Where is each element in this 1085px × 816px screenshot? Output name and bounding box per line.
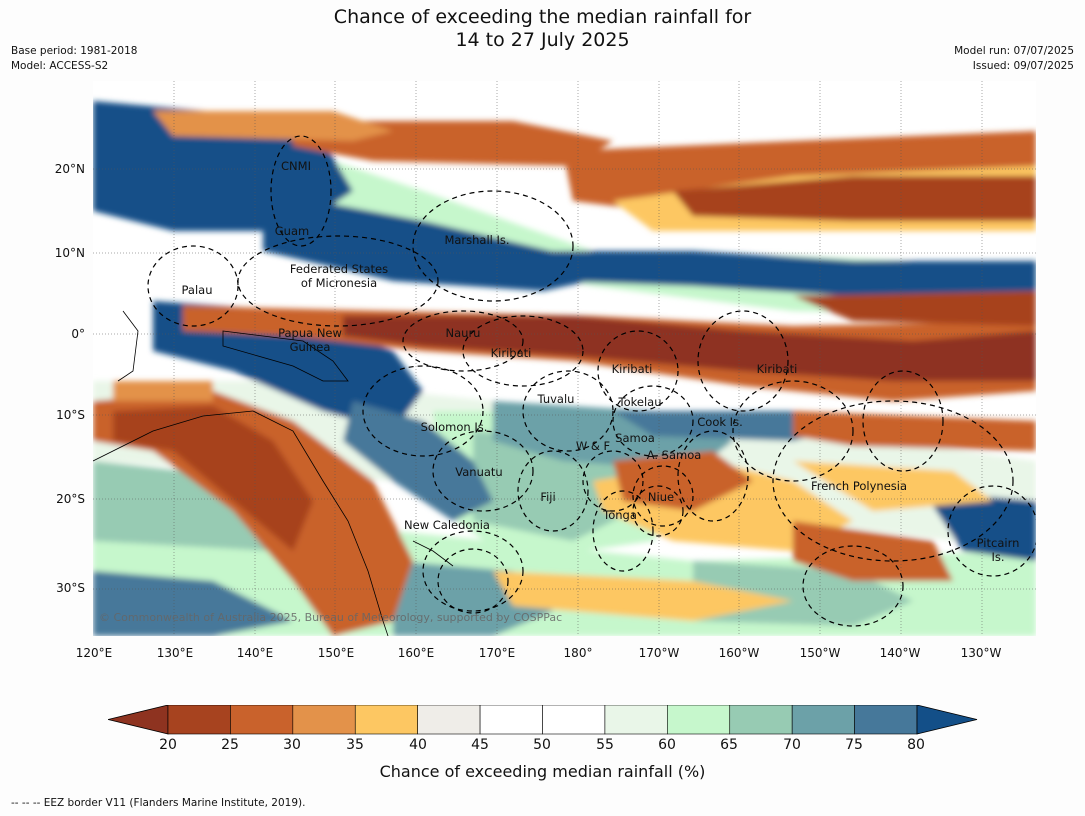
graticule [93,81,1036,636]
y-tick: 30°S [56,581,85,595]
title-line-2: 14 to 27 July 2025 [455,29,630,51]
x-tick: 140°W [879,646,921,660]
label-american-samoa: A. Samoa [646,448,702,462]
colorbar-tick: 35 [346,737,364,753]
colorbar-tick: 70 [783,737,801,753]
label-kiribati-central: Kiribati [611,362,653,376]
colorbar-tick: 75 [845,737,863,753]
anomaly-fields [93,101,1036,636]
label-png-2: Guinea [289,340,331,354]
label-tonga: Tonga [603,508,637,522]
label-fsm-1: Federated States [289,262,389,276]
colorbar-cell [354,705,418,735]
meta-right: Model run: 07/07/2025 Issued: 09/07/2025 [954,44,1074,74]
colorbar-tick: 20 [159,737,177,753]
colorbar-cell [667,705,731,735]
colorbar-cell [230,705,294,735]
base-period: Base period: 1981-2018 [11,45,138,57]
colorbar-cell [604,705,668,735]
issued-date: Issued: 09/07/2025 [972,60,1074,72]
colorbar-tick: 30 [283,737,301,753]
colorbar-over-arrow [916,705,978,735]
colorbar-title: Chance of exceeding median rainfall (%) [379,762,706,781]
x-tick: 170°E [478,646,516,660]
x-tick: 140°E [236,646,274,660]
y-tick: 0° [71,327,85,341]
label-kiribati-east: Kiribati [756,362,798,376]
colorbar-tick: 25 [221,737,239,753]
y-tick: 10°N [54,246,85,260]
colorbar-tick: 45 [471,737,489,753]
colorbar-cell [791,705,855,735]
x-tick: 130°E [156,646,194,660]
x-tick: 150°W [799,646,841,660]
map-layer [93,81,1036,636]
eez-footnote: -- -- -- EEZ border V11 (Flanders Marine… [11,797,306,809]
label-new-caledonia: New Caledonia [404,518,490,532]
coastlines [93,310,454,636]
colorbar-under-arrow [108,705,169,735]
y-tick: 20°N [54,162,85,176]
colorbar-tick: 40 [409,737,427,753]
copyright-notice: © Commonwealth of Australia 2025, Bureau… [99,611,563,624]
colorbar-cell [292,705,356,735]
colorbar-tick: 60 [658,737,676,753]
label-fsm-2: of Micronesia [300,276,378,290]
x-tick: 120°E [75,646,113,660]
model-name: Model: ACCESS-S2 [11,60,109,72]
x-tick: 160°E [397,646,435,660]
label-cook: Cook Is. [697,415,743,429]
x-tick: 160°W [718,646,760,660]
eez-borders [147,135,1036,627]
label-nauru: Nauru [445,326,481,340]
x-tick: 180° [563,646,593,660]
label-cnmi: CNMI [281,159,311,173]
colorbar-cell [167,705,231,735]
x-tick: 130°W [960,646,1002,660]
label-png-1: Papua New [278,326,342,340]
label-marshall: Marshall Is. [444,233,510,247]
y-tick: 10°S [56,408,85,422]
colorbar-cell [729,705,793,735]
colorbar-tick: 80 [907,737,925,753]
label-tuvalu: Tuvalu [537,392,575,406]
colorbar-cells [167,705,918,735]
colorbar-cell [542,705,606,735]
x-tick: 170°W [638,646,680,660]
colorbar-cell [854,705,918,735]
label-vanuatu: Vanuatu [455,465,503,479]
colorbar-tick: 65 [720,737,738,753]
label-wallis-futuna: W & F [575,439,611,453]
label-pitcairn-1: Pitcairn [976,536,1020,550]
label-niue: Niue [647,490,675,504]
x-tick: 150°E [317,646,355,660]
label-kiribati-west: Kiribati [490,346,532,360]
label-tokelau: Tokelau [618,395,662,409]
rainfall-map: CNMI Guam Marshall Is. Federated States … [93,81,1036,636]
label-french-polynesia: French Polynesia [810,479,908,493]
title-line-1: Chance of exceeding the median rainfall … [333,6,752,28]
label-pitcairn-2: Is. [991,550,1005,564]
model-run: Model run: 07/07/2025 [954,45,1074,57]
colorbar-cell [417,705,481,735]
colorbar-cell [479,705,543,735]
meta-left: Base period: 1981-2018 Model: ACCESS-S2 [11,44,137,74]
label-fiji: Fiji [540,490,556,504]
label-palau: Palau [181,283,213,297]
label-samoa: Samoa [615,431,655,445]
label-solomon: Solomon Is. [420,420,488,434]
label-guam: Guam [274,224,310,238]
colorbar-tick: 50 [533,737,551,753]
y-tick: 20°S [56,492,85,506]
chart-title: Chance of exceeding the median rainfall … [0,6,1085,52]
colorbar-tick: 55 [596,737,614,753]
colorbar [108,705,978,735]
